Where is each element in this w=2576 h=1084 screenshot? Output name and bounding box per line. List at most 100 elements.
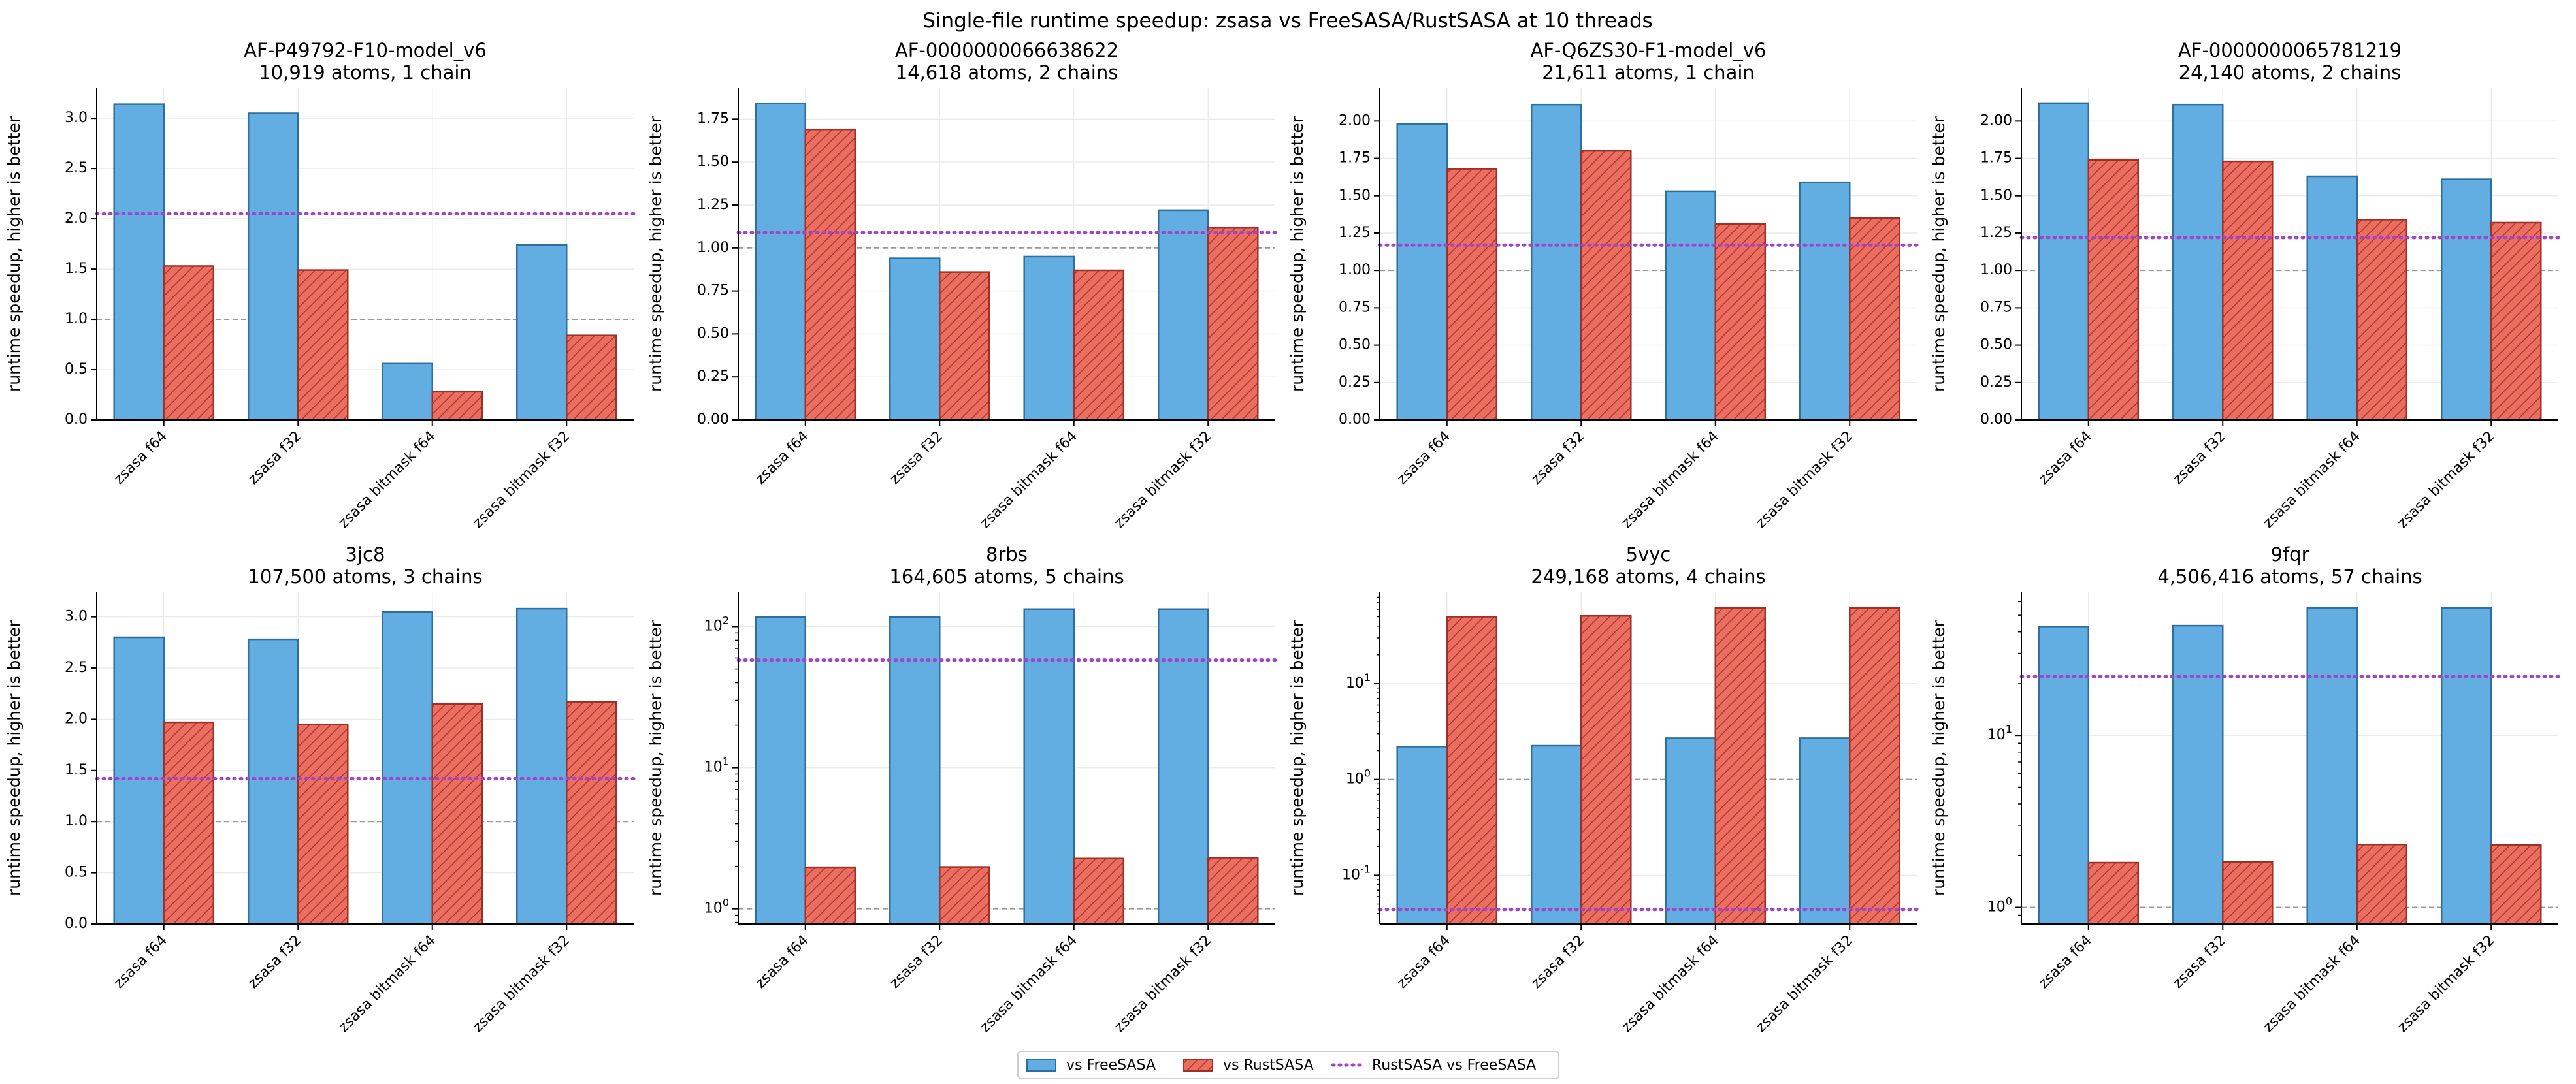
x-tick-label: zsasa f32	[887, 428, 946, 488]
bar-vs-rustsasa-zsasa-f64-hatch	[163, 265, 215, 421]
y-tick-label: 101	[1346, 671, 1371, 692]
y-tick-label: 1.25	[697, 197, 729, 213]
bar-vs-freesasa-zsasa-bitmask-f32	[515, 607, 568, 925]
x-tick-label: zsasa bitmask f64	[1619, 428, 1722, 532]
legend-key-vs-freesasa: vs FreeSASA	[1026, 1057, 1156, 1074]
x-tick-label: zsasa bitmask f64	[1619, 933, 1722, 1036]
y-tick-label: 0.00	[1980, 411, 2012, 428]
y-tick-label: 1.25	[1339, 225, 1371, 241]
y-tick-label: 100	[1346, 767, 1371, 788]
subplot-subtitle: 164,605 atoms, 5 chains	[889, 566, 1124, 588]
y-tick-label: 0.25	[1339, 374, 1371, 391]
x-tick-label: zsasa f32	[1528, 428, 1588, 488]
y-tick-label: 0.00	[697, 411, 729, 428]
x-tick-label: zsasa bitmask f32	[2394, 933, 2498, 1036]
subplot-title: AF-P49792-F10-model_v6	[244, 39, 487, 61]
bar-vs-rustsasa-zsasa-f32-hatch	[939, 866, 990, 925]
y-tick-label: 0.00	[1339, 411, 1371, 428]
bar-vs-freesasa-zsasa-f64	[755, 616, 806, 925]
bar-vs-rustsasa-zsasa-f32-hatch	[2222, 861, 2274, 925]
y-tick-label: 2.00	[1980, 112, 2012, 129]
x-tick-label: zsasa f64	[1394, 428, 1454, 488]
subplot-title: 5vyc	[1626, 543, 1671, 566]
legend-swatch	[1026, 1059, 1056, 1072]
bar-vs-freesasa-zsasa-bitmask-f32	[1157, 209, 1209, 421]
x-tick-label: zsasa bitmask f64	[2260, 933, 2364, 1036]
x-tick-label: zsasa bitmask f32	[1753, 428, 1856, 532]
subplot-subtitle: 4,506,416 atoms, 57 chains	[2157, 566, 2422, 588]
y-tick-label: 2.5	[65, 160, 88, 176]
y-tick-label: 1.00	[697, 240, 729, 256]
bar-vs-freesasa-zsasa-f64	[113, 636, 165, 925]
bar-vs-rustsasa-zsasa-bitmask-f32-hatch	[1207, 226, 1259, 421]
subplot-subtitle: 107,500 atoms, 3 chains	[248, 566, 482, 588]
legend-frame	[1017, 1051, 1559, 1079]
x-tick-label: zsasa f64	[2036, 933, 2095, 992]
bar-vs-freesasa-zsasa-bitmask-f32	[1157, 608, 1209, 925]
bar-vs-rustsasa-zsasa-f32-hatch	[1580, 614, 1632, 925]
bar-vs-rustsasa-zsasa-bitmask-f32-hatch	[2490, 221, 2542, 421]
y-tick-label: 2.00	[1339, 112, 1371, 129]
y-tick-label: 0.50	[1980, 337, 2012, 353]
bar-vs-rustsasa-zsasa-f32-hatch	[1580, 150, 1632, 421]
legend-key-rustsasa-vs-freesasa: RustSASA vs FreeSASA	[1331, 1057, 1536, 1074]
bar-vs-rustsasa-zsasa-f64-hatch	[163, 721, 215, 925]
bar-vs-freesasa-zsasa-f64	[113, 103, 165, 421]
y-tick-label: 1.50	[1339, 187, 1371, 204]
y-axis-label: runtime speedup, higher is better	[5, 620, 24, 896]
subplot-title: AF-0000000065781219	[2178, 39, 2402, 61]
x-tick-label: zsasa f64	[753, 933, 812, 992]
bar-vs-rustsasa-zsasa-f32-hatch	[297, 724, 349, 925]
x-tick-label: zsasa bitmask f64	[336, 428, 439, 532]
y-tick-label: 101	[704, 755, 729, 776]
bar-vs-freesasa-zsasa-f32	[889, 616, 941, 925]
bar-vs-freesasa-zsasa-f32	[247, 638, 299, 925]
bar-vs-rustsasa-zsasa-bitmask-f32-hatch	[566, 334, 617, 421]
x-tick-label: zsasa bitmask f32	[470, 428, 573, 532]
x-tick-label: zsasa f32	[2170, 933, 2229, 992]
legend: vs FreeSASA vs RustSASA RustSASA vs FreeSA…	[1017, 1051, 1559, 1079]
y-tick-label: 3.0	[65, 110, 88, 126]
y-tick-label: 1.00	[1339, 262, 1371, 278]
bar-vs-rustsasa-zsasa-bitmask-f64-hatch	[431, 703, 483, 925]
subplot-subtitle: 249,168 atoms, 4 chains	[1531, 566, 1765, 588]
bar-vs-freesasa-zsasa-f64	[2038, 626, 2090, 925]
x-tick-label: zsasa bitmask f32	[1753, 933, 1856, 1036]
x-tick-label: zsasa f32	[1528, 933, 1588, 992]
subplot-subtitle: 21,611 atoms, 1 chain	[1542, 61, 1755, 84]
bar-vs-freesasa-zsasa-bitmask-f64	[2306, 607, 2358, 925]
y-axis-label: runtime speedup, higher is better	[1929, 620, 1948, 896]
bar-vs-freesasa-zsasa-f64	[755, 103, 806, 421]
bar-vs-rustsasa-zsasa-bitmask-f64-hatch	[1073, 857, 1125, 925]
subplot-title: 9fqr	[2271, 543, 2309, 566]
y-tick-label: 1.50	[1980, 187, 2012, 204]
bar-vs-rustsasa-zsasa-f64-hatch	[804, 128, 856, 421]
y-tick-label: 0.0	[65, 916, 88, 932]
bar-vs-freesasa-zsasa-bitmask-f64	[1023, 255, 1075, 421]
bar-vs-freesasa-zsasa-bitmask-f32	[1799, 181, 1851, 421]
legend-label: RustSASA vs FreeSASA	[1372, 1057, 1536, 1074]
bar-vs-freesasa-zsasa-f64	[1396, 123, 1448, 421]
bar-vs-freesasa-zsasa-f64	[2038, 102, 2090, 421]
y-tick-label: 2.0	[65, 710, 88, 727]
y-tick-label: 2.0	[65, 210, 88, 227]
bar-vs-freesasa-zsasa-bitmask-f32	[515, 244, 568, 421]
bar-vs-rustsasa-zsasa-bitmask-f64-hatch	[1073, 269, 1125, 421]
subplot-subtitle: 10,919 atoms, 1 chain	[259, 61, 472, 84]
y-tick-label: 1.50	[697, 153, 729, 170]
bar-vs-rustsasa-zsasa-f64-hatch	[2087, 159, 2140, 421]
bar-vs-freesasa-zsasa-bitmask-f64	[1665, 190, 1717, 421]
y-tick-label: 0.75	[697, 283, 729, 299]
x-tick-label: zsasa f32	[887, 933, 946, 992]
x-tick-label: zsasa bitmask f32	[1111, 933, 1215, 1036]
bar-vs-rustsasa-zsasa-f32-hatch	[939, 271, 990, 421]
bar-vs-rustsasa-zsasa-bitmask-f64-hatch	[2356, 844, 2408, 925]
y-tick-label: 0.50	[697, 325, 729, 342]
